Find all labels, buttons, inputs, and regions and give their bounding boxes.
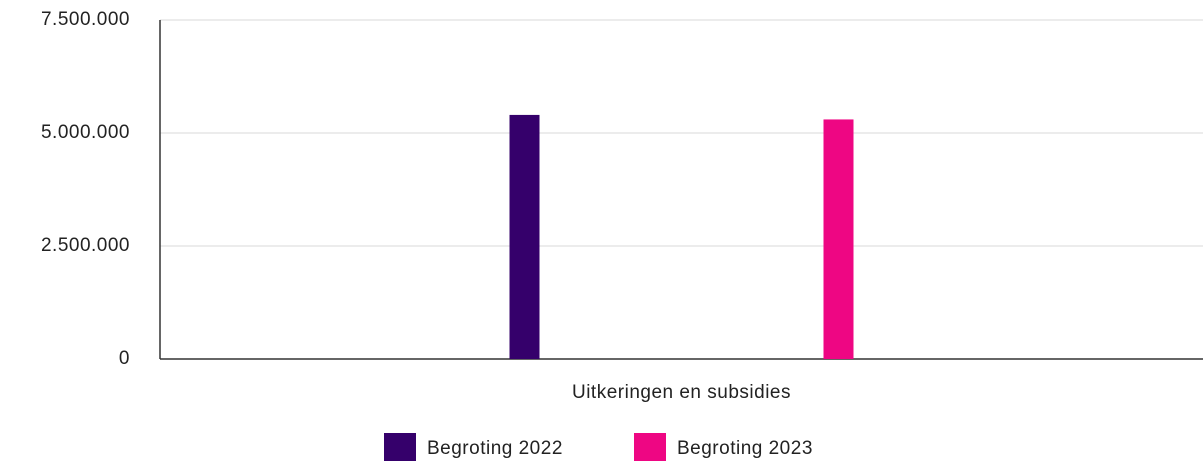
y-tick-label: 7.500.000 — [41, 9, 130, 30]
y-tick-label: 5.000.000 — [41, 122, 130, 143]
legend-label: Begroting 2022 — [427, 438, 563, 459]
y-tick-label: 0 — [119, 348, 130, 369]
x-tick-label: Uitkeringen en subsidies — [572, 382, 791, 403]
legend-label: Begroting 2023 — [677, 438, 813, 459]
legend-swatch — [384, 433, 416, 461]
bar — [509, 114, 540, 359]
bar — [823, 119, 854, 359]
y-tick-label: 2.500.000 — [41, 235, 130, 256]
legend-swatch — [634, 433, 666, 461]
